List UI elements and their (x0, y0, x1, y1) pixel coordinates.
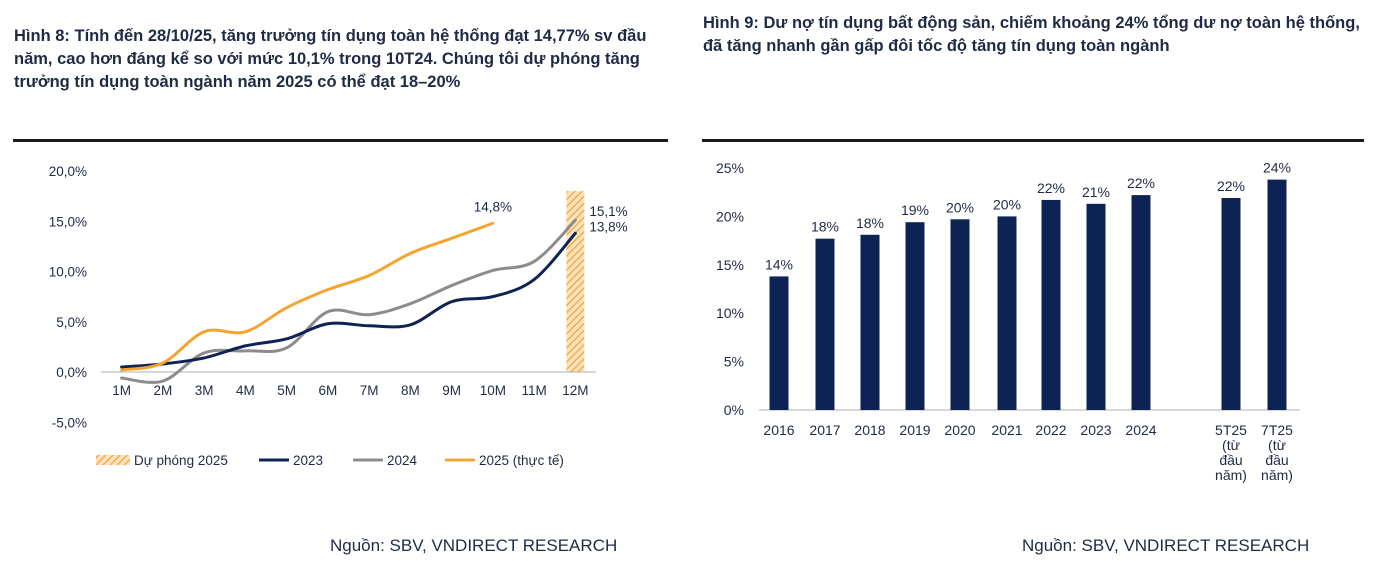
figure-8-title: Hình 8: Tính đến 28/10/25, tăng trưởng t… (14, 27, 647, 91)
data-label: 13,8% (589, 219, 627, 234)
data-label: 21% (1082, 184, 1110, 200)
y-tick-label: 5,0% (56, 315, 87, 330)
x-tick-label: 2023 (1080, 422, 1111, 438)
bar-2016 (769, 276, 789, 410)
data-label: 19% (901, 202, 929, 218)
data-label: 15,1% (589, 204, 627, 219)
x-tick-label: 2021 (991, 422, 1022, 438)
bar-7t25 (1267, 179, 1287, 410)
data-label: 22% (1127, 175, 1155, 191)
x-tick-label: 12M (562, 383, 588, 398)
x-tick-label: 5T25 (từ đầu năm) (1215, 422, 1247, 483)
data-label: 18% (856, 215, 884, 231)
x-tick-label: 6M (318, 383, 337, 398)
data-label: 20% (946, 199, 974, 215)
y-tick-label: 0,0% (56, 365, 87, 380)
x-tick-label: 8M (401, 383, 420, 398)
figure-8-divider (13, 139, 668, 142)
x-tick-label: 2018 (854, 422, 885, 438)
x-tick-label: 7T25 (từ đầu năm) (1261, 422, 1293, 483)
y-tick-label: 15,0% (49, 214, 87, 229)
bar-2017 (815, 238, 835, 410)
forecast-bar-12m (566, 191, 585, 372)
credit-growth-line-chart: -5,0% 0,0% 5,0% 10,0% 15,0% 20,0% 1M 2M 3M 4M 5M 6M… (49, 164, 628, 468)
y-tick-label: 15% (716, 257, 744, 273)
figure-9-divider (702, 139, 1364, 142)
x-tick-label: 2019 (899, 422, 930, 438)
bar-2022 (1041, 199, 1061, 410)
x-tick-label: 3M (195, 383, 214, 398)
y-tick-label: 5% (724, 354, 744, 370)
data-label: 14% (765, 256, 793, 272)
y-tick-label: 25% (716, 160, 744, 176)
legend-label: 2025 (thực tế) (479, 453, 564, 468)
data-label: 22% (1217, 178, 1245, 194)
bar-5t25 (1221, 198, 1241, 410)
x-tick-label: 9M (442, 383, 461, 398)
x-tick-label: 2020 (944, 422, 975, 438)
data-label: 22% (1037, 180, 1065, 196)
real-estate-credit-bar-chart: 0% 5% 10% 15% 20% 25% 14% 2016 18% 2017 18% 2018 19%… (716, 160, 1300, 483)
figure-9-title: Hình 9: Dư nợ tín dụng bất động sản, chi… (703, 14, 1360, 55)
legend-swatch-forecast (96, 455, 130, 465)
y-tick-label: 10% (716, 305, 744, 321)
x-tick-label: 2017 (809, 422, 840, 438)
x-tick-label: 5M (277, 383, 296, 398)
legend-label: 2023 (293, 453, 323, 468)
y-tick-label: 0% (724, 402, 744, 418)
x-tick-label: 2M (153, 383, 172, 398)
x-tick-label: 1M (112, 383, 131, 398)
series-line-2025-th-c-t (120, 221, 495, 372)
y-tick-label: 10,0% (49, 265, 87, 280)
x-tick-label: 10M (480, 383, 506, 398)
bar-2024 (1131, 195, 1151, 410)
series-line-2024 (120, 218, 577, 384)
bar-2020 (950, 219, 970, 410)
figure-9-source: Nguồn: SBV, VNDIRECT RESEARCH (1022, 536, 1310, 555)
data-label: 24% (1263, 160, 1291, 176)
x-tick-label: 2016 (763, 422, 794, 438)
data-label: 14,8% (474, 199, 512, 214)
x-tick-label: 2022 (1035, 422, 1066, 438)
bar-2018 (860, 234, 880, 410)
x-tick-label: 7M (360, 383, 379, 398)
y-tick-label: -5,0% (52, 415, 87, 430)
figure-8-source: Nguồn: SBV, VNDIRECT RESEARCH (330, 536, 618, 555)
x-tick-label: 4M (236, 383, 255, 398)
legend-label: 2024 (387, 453, 418, 468)
bar-2019 (905, 222, 925, 410)
data-label: 18% (811, 219, 839, 235)
x-tick-label: 11M (521, 383, 546, 398)
y-tick-label: 20% (716, 208, 744, 224)
series-line-2023 (120, 231, 577, 369)
legend-label: Dự phóng 2025 (134, 453, 228, 468)
bar-2023 (1086, 203, 1106, 410)
bar-2021 (997, 216, 1017, 410)
x-tick-label: 2024 (1125, 422, 1156, 438)
data-label: 20% (993, 196, 1021, 212)
y-tick-label: 20,0% (49, 164, 87, 179)
